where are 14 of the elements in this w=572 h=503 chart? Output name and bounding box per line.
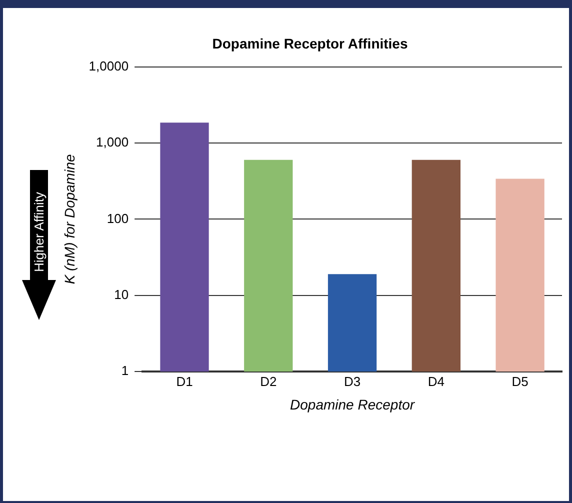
x-tick-label: D1 <box>176 374 193 389</box>
text: Higher Affinity <box>32 192 46 272</box>
y-tick-label: 10 <box>114 286 129 302</box>
x-tick-label: D4 <box>428 374 444 389</box>
x-tick-label: D2 <box>260 374 277 389</box>
y-tick-label: 100 <box>106 210 129 226</box>
y-tick-label: 1,000 <box>96 134 129 150</box>
x-tick-label: D3 <box>344 374 361 389</box>
chart-title: Dopamine Receptor Affinities <box>212 35 408 52</box>
x-axis-title: Dopamine Receptor <box>290 396 416 412</box>
y-tick-label: 1,0000 <box>88 58 129 74</box>
x-tick-label: D5 <box>512 374 528 389</box>
y-tick-label: 1 <box>121 363 129 378</box>
y-axis-title: K (nM) for Dopamine <box>61 154 78 284</box>
